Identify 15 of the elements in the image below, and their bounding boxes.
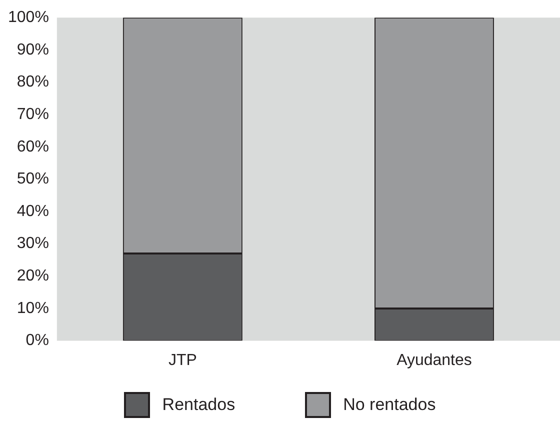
y-tick-label: 40% — [16, 202, 49, 220]
legend-label: Rentados — [162, 395, 236, 415]
y-tick-label: 100% — [8, 9, 49, 26]
y-tick-label: 0% — [26, 332, 49, 350]
x-tick-label: JTP — [168, 352, 197, 369]
y-tick-label: 10% — [16, 300, 49, 317]
x-tick-label: Ayudantes — [396, 352, 472, 369]
y-tick-label: 30% — [16, 235, 49, 252]
legend-label: No rentados — [343, 395, 436, 415]
y-tick-label: 70% — [16, 106, 49, 123]
y-tick-label: 80% — [16, 74, 49, 91]
y-tick-label: 90% — [16, 41, 49, 58]
y-tick-label: 20% — [16, 268, 49, 285]
y-tick-label: 50% — [16, 170, 49, 188]
y-tick-label: 60% — [16, 138, 49, 156]
